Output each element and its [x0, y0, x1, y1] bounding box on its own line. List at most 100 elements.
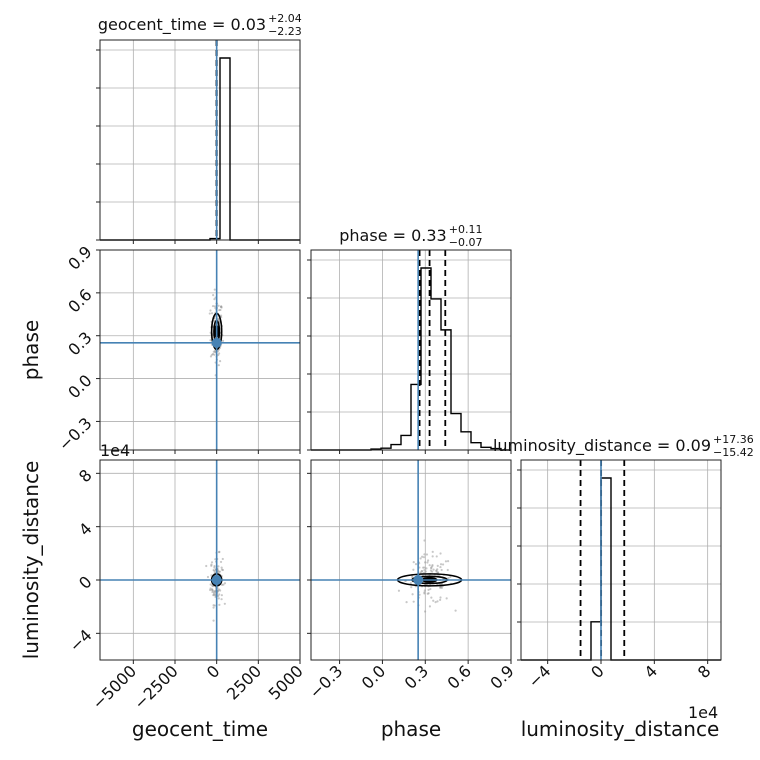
panel-phase-vs-luminosity_distance-sample-68: [423, 592, 426, 595]
panel-geocent_time-vs-luminosity_distance-sample-83: [223, 582, 227, 585]
panel-geocent_time-vs-phase-sample-98: [212, 293, 215, 297]
xlabel-geocent_time: geocent_time: [132, 717, 268, 741]
panel-geocent_time-vs-phase-truth-point: [211, 337, 222, 348]
panel-geocent_time-vs-phase-sample-79: [221, 339, 225, 342]
xtick-label-phase-3: 0.6: [444, 661, 475, 692]
panel-phase-vs-luminosity_distance-frame: [310, 459, 512, 661]
panel-phase-vs-luminosity_distance-sample-32: [435, 555, 438, 558]
panel-phase-vs-luminosity_distance-sample-39: [412, 600, 415, 603]
panel-phase-vs-luminosity_distance-sample-95: [430, 596, 433, 599]
x-offset-text: 1e4: [688, 703, 718, 722]
panel-geocent_time-vs-phase-sample-112: [219, 314, 223, 317]
panel-geocent_time-vs-luminosity_distance-sample-46: [220, 594, 223, 597]
title-main-phase: phase = 0.33: [339, 226, 446, 245]
title-sup-phase: +0.11: [449, 223, 483, 236]
panel-geocent_time-vs-phase-sample-5: [209, 339, 212, 342]
panel-phase-vs-luminosity_distance-sample-110: [427, 588, 430, 591]
panel-geocent_time-vs-luminosity_distance-sample-101: [219, 589, 222, 592]
title-geocent_time: geocent_time = 0.03 +2.04−2.23: [98, 12, 302, 38]
panel-geocent_time-vs-luminosity_distance-sample-37: [218, 603, 221, 606]
panel-phase-vs-luminosity_distance-sample-7: [439, 552, 442, 555]
xlabel-phase: phase: [381, 717, 441, 741]
panel-phase-vs-luminosity_distance-sample-115: [420, 569, 424, 573]
title-sub-phase: −0.07: [449, 236, 483, 249]
panel-geocent_time-vs-luminosity_distance-sample-122: [212, 619, 215, 622]
panel-phase-vs-luminosity_distance-sample-37: [414, 563, 418, 566]
xtick-label-luminosity_distance-0: −4: [524, 661, 554, 691]
y-offset-text: 1e4: [100, 441, 130, 460]
panel-phase-vs-luminosity_distance-sample-50: [424, 570, 427, 573]
panel-phase-vs-luminosity_distance-sample-35: [449, 575, 452, 579]
title-main-luminosity_distance: luminosity_distance = 0.09: [493, 436, 711, 456]
panel-phase-vs-luminosity_distance-sample-56: [440, 568, 443, 572]
diag-geocent_time-frame: [99, 39, 301, 241]
ytick-label-phase-3: 0.6: [64, 285, 95, 316]
panel-geocent_time-vs-luminosity_distance-sample-79: [209, 587, 212, 590]
diag-geocent_time-histogram: [100, 57, 300, 241]
panel-phase-vs-luminosity_distance-sample-46: [427, 559, 430, 562]
panel-phase-vs-luminosity_distance-sample-122: [436, 564, 439, 567]
panel-geocent_time-vs-phase-sample-20: [219, 360, 222, 363]
panel-phase-vs-luminosity_distance-sample-132: [419, 571, 422, 574]
xtick-label-geocent_time-3: 2500: [223, 661, 265, 703]
ytick-label-phase-2: 0.3: [64, 328, 95, 359]
title-sup-luminosity_distance: +17.36: [713, 433, 754, 446]
xtick-label-phase-4: 0.9: [486, 661, 517, 692]
panel-phase-vs-luminosity_distance-sample-5: [423, 610, 427, 613]
ylabel-luminosity_distance: luminosity_distance: [19, 461, 43, 660]
panel-geocent_time-vs-luminosity_distance-sample-121: [218, 550, 221, 553]
ylabel-phase: phase: [19, 320, 43, 380]
panel-geocent_time-vs-phase-sample-78: [213, 305, 217, 308]
panel-phase-vs-luminosity_distance-sample-133: [444, 560, 448, 563]
panel-geocent_time-vs-phase-sample-53: [209, 309, 212, 312]
panel-geocent_time-vs-phase-sample-122: [208, 312, 211, 315]
panel-geocent_time-vs-luminosity_distance-sample-82: [220, 566, 223, 569]
panel-phase-vs-luminosity_distance-sample-54: [439, 565, 442, 569]
panel-phase-vs-luminosity_distance-sample-124: [412, 561, 415, 564]
panel-phase-vs-luminosity_distance-sample-66: [412, 568, 415, 571]
panel-geocent_time-vs-luminosity_distance-sample-96: [213, 593, 216, 596]
panel-phase-vs-luminosity_distance-sample-136: [431, 565, 434, 568]
panel-geocent_time-vs-luminosity_distance-sample-69: [220, 583, 224, 586]
ytick-label-luminosity_distance-2: 4: [75, 519, 96, 540]
diag-phase-frame: [310, 249, 512, 451]
panel-phase-vs-luminosity_distance-sample-87: [423, 539, 426, 542]
ytick-label-luminosity_distance-1: 0: [75, 572, 96, 593]
title-sub-geocent_time: −2.23: [268, 25, 302, 38]
panel-phase-vs-luminosity_distance-sample-99: [439, 598, 442, 601]
xtick-label-luminosity_distance-2: 4: [641, 661, 662, 682]
panel-geocent_time-vs-luminosity_distance-sample-103: [213, 604, 216, 607]
panel-phase-vs-luminosity_distance-sample-134: [445, 597, 448, 600]
panel-geocent_time-vs-luminosity_distance-sample-27: [219, 560, 223, 564]
panel-geocent_time-vs-luminosity_distance-sample-49: [212, 606, 215, 609]
panel-phase-vs-luminosity_distance-sample-8: [447, 577, 450, 580]
panel-geocent_time-vs-phase-sample-105: [217, 353, 220, 357]
panel-phase-vs-luminosity_distance-sample-42: [431, 555, 434, 558]
panel-geocent_time-vs-phase-sample-111: [210, 312, 214, 315]
panel-phase-vs-luminosity_distance-sample-26: [432, 599, 435, 602]
panel-phase-vs-luminosity_distance-sample-43: [436, 568, 439, 571]
panel-phase-vs-luminosity_distance-sample-135: [423, 553, 426, 556]
panel-geocent_time-vs-phase-sample-38: [211, 304, 215, 308]
panel-phase-vs-luminosity_distance-sample-36: [418, 593, 421, 596]
panel-phase-vs-luminosity_distance-sample-126: [411, 575, 414, 579]
panel-geocent_time-vs-luminosity_distance-sample-102: [218, 593, 221, 596]
panel-phase-vs-luminosity_distance-sample-119: [422, 556, 426, 559]
xlabel-luminosity_distance: luminosity_distance: [521, 717, 720, 741]
ytick-label-luminosity_distance-0: −4: [66, 626, 96, 656]
panel-phase-vs-luminosity_distance-sample-114: [446, 568, 449, 572]
panel-phase-vs-luminosity_distance-sample-51: [423, 589, 426, 592]
panel-phase-vs-luminosity_distance-sample-0: [432, 568, 435, 571]
panel-geocent_time-vs-luminosity_distance-truth-point: [211, 575, 222, 585]
panel-geocent_time-vs-luminosity_distance-sample-53: [217, 565, 220, 568]
panel-phase-vs-luminosity_distance-sample-138: [397, 589, 401, 592]
panel-geocent_time-vs-luminosity_distance-sample-97: [221, 557, 224, 561]
panel-geocent_time-vs-luminosity_distance-sample-123: [210, 561, 214, 564]
panel-phase-vs-luminosity_distance-sample-49: [405, 601, 408, 604]
panel-phase-vs-luminosity_distance-sample-93: [423, 568, 426, 572]
panel-phase-vs-luminosity_distance-truth-point: [413, 575, 424, 585]
title-luminosity_distance: luminosity_distance = 0.09 +17.36−15.42: [493, 433, 754, 459]
panel-phase-vs-luminosity_distance-sample-17: [425, 567, 428, 570]
panel-geocent_time-vs-phase-frame: [99, 249, 301, 451]
